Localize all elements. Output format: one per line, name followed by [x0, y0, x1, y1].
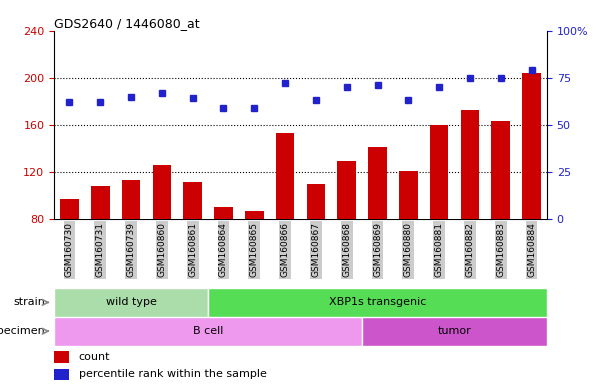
Text: count: count [79, 352, 110, 362]
Text: GDS2640 / 1446080_at: GDS2640 / 1446080_at [54, 17, 200, 30]
Bar [153, 165, 171, 313]
Bar [460, 109, 479, 313]
Bar [307, 184, 325, 313]
Bar [54, 288, 208, 317]
Text: GSM160730: GSM160730 [65, 222, 74, 277]
Text: GSM160883: GSM160883 [496, 222, 505, 277]
Text: GSM160867: GSM160867 [311, 222, 320, 277]
Text: GSM160731: GSM160731 [96, 222, 105, 277]
Text: tumor: tumor [438, 326, 471, 336]
Text: GSM160866: GSM160866 [281, 222, 290, 277]
Text: GSM160865: GSM160865 [250, 222, 259, 277]
Text: XBP1s transgenic: XBP1s transgenic [329, 297, 426, 308]
Bar [60, 199, 79, 313]
Bar [183, 182, 202, 313]
Text: GSM160868: GSM160868 [342, 222, 351, 277]
Text: GSM160884: GSM160884 [527, 222, 536, 277]
Text: GSM160882: GSM160882 [465, 222, 474, 277]
Text: wild type: wild type [106, 297, 156, 308]
Bar [492, 121, 510, 313]
Bar [368, 147, 387, 313]
Text: GSM160739: GSM160739 [127, 222, 136, 277]
Text: B cell: B cell [193, 326, 224, 336]
Text: strain: strain [13, 297, 45, 308]
Text: GSM160869: GSM160869 [373, 222, 382, 277]
Bar [54, 351, 69, 363]
Bar [54, 369, 69, 380]
Text: specimen: specimen [0, 326, 45, 336]
Text: GSM160860: GSM160860 [157, 222, 166, 277]
Bar [214, 207, 233, 313]
Bar [399, 170, 418, 313]
Bar [122, 180, 140, 313]
Text: percentile rank within the sample: percentile rank within the sample [79, 369, 267, 379]
Bar [54, 317, 362, 346]
Bar [276, 133, 294, 313]
Bar [245, 211, 263, 313]
Text: GSM160864: GSM160864 [219, 222, 228, 277]
Bar [430, 125, 448, 313]
Bar [91, 186, 109, 313]
Bar [338, 161, 356, 313]
Bar [522, 73, 541, 313]
Text: GSM160880: GSM160880 [404, 222, 413, 277]
Bar [362, 317, 547, 346]
Text: GSM160881: GSM160881 [435, 222, 444, 277]
Bar [208, 288, 547, 317]
Text: GSM160861: GSM160861 [188, 222, 197, 277]
